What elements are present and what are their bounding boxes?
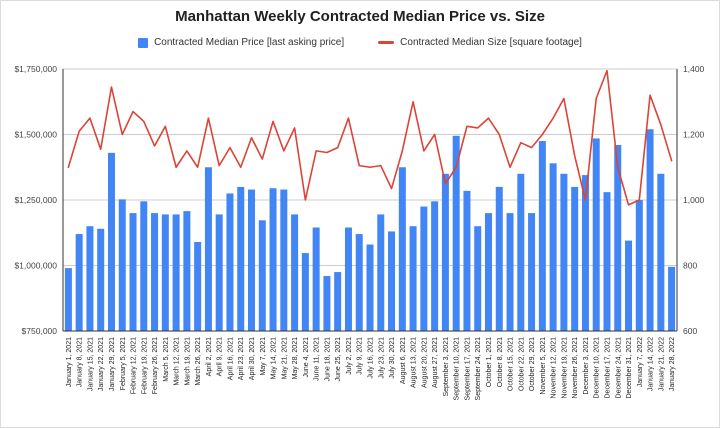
- svg-text:December 24, 2021: December 24, 2021: [615, 337, 622, 399]
- svg-text:August 13, 2021: August 13, 2021: [411, 337, 418, 388]
- svg-text:November 5, 2021: November 5, 2021: [540, 337, 547, 395]
- svg-text:April 23, 2021: April 23, 2021: [238, 337, 245, 380]
- svg-text:$1,000,000: $1,000,000: [14, 261, 57, 271]
- svg-text:January 8, 2021: January 8, 2021: [77, 337, 84, 387]
- svg-text:December 3, 2021: December 3, 2021: [583, 337, 590, 395]
- svg-text:October 22, 2021: October 22, 2021: [518, 337, 525, 391]
- svg-text:January 21, 2022: January 21, 2022: [658, 337, 665, 391]
- svg-text:July 23, 2021: July 23, 2021: [378, 337, 385, 379]
- x-axis-labels: January 1, 2021 January 8, 2021 January 15…: [66, 337, 676, 401]
- svg-text:December 17, 2021: December 17, 2021: [604, 337, 611, 399]
- svg-text:July 16, 2021: July 16, 2021: [368, 337, 375, 379]
- svg-text:February 19, 2021: February 19, 2021: [141, 337, 148, 394]
- svg-text:June 11, 2021: June 11, 2021: [314, 337, 321, 381]
- svg-text:September 17, 2021: September 17, 2021: [464, 337, 471, 401]
- svg-text:March 12, 2021: March 12, 2021: [174, 337, 181, 386]
- svg-text:November 19, 2021: November 19, 2021: [561, 337, 568, 399]
- svg-text:December 10, 2021: December 10, 2021: [594, 337, 601, 399]
- svg-text:January 29, 2021: January 29, 2021: [109, 337, 116, 391]
- svg-text:July 2, 2021: July 2, 2021: [346, 337, 353, 375]
- legend-price-label: Contracted Median Price [last asking pri…: [154, 37, 345, 48]
- svg-text:April 16, 2021: April 16, 2021: [227, 337, 234, 380]
- svg-text:$1,250,000: $1,250,000: [14, 195, 57, 205]
- svg-text:June 4, 2021: June 4, 2021: [303, 337, 310, 378]
- svg-text:December 31, 2021: December 31, 2021: [626, 337, 633, 399]
- svg-text:600: 600: [683, 326, 697, 336]
- svg-text:October 8, 2021: October 8, 2021: [497, 337, 504, 387]
- legend-size-label: Contracted Median Size [square footage]: [400, 37, 582, 48]
- axis-lines: [62, 69, 678, 332]
- svg-text:April 30, 2021: April 30, 2021: [249, 337, 256, 380]
- y-axis-left-labels: $750,000 $1,000,000 $1,250,000 $1,500,000 $1…: [14, 64, 57, 336]
- svg-text:January 7, 2022: January 7, 2022: [637, 337, 644, 387]
- svg-text:March 5, 2021: March 5, 2021: [163, 337, 170, 382]
- svg-text:August 20, 2021: August 20, 2021: [421, 337, 428, 388]
- svg-text:$750,000: $750,000: [22, 326, 58, 336]
- svg-text:November 12, 2021: November 12, 2021: [551, 337, 558, 399]
- svg-text:September 3, 2021: September 3, 2021: [443, 337, 450, 397]
- svg-text:August 27, 2021: August 27, 2021: [432, 337, 439, 388]
- svg-text:February 26, 2021: February 26, 2021: [152, 337, 159, 394]
- svg-text:1,400: 1,400: [683, 64, 705, 74]
- svg-text:January 22, 2021: January 22, 2021: [98, 337, 105, 391]
- svg-text:July 9, 2021: July 9, 2021: [357, 337, 364, 375]
- svg-text:November 26, 2021: November 26, 2021: [572, 337, 579, 399]
- svg-text:May 7, 2021: May 7, 2021: [260, 337, 267, 376]
- legend-item-size: Contracted Median Size [square footage]: [378, 37, 582, 48]
- svg-text:1,200: 1,200: [683, 130, 705, 140]
- chart-legend: Contracted Median Price [last asking pri…: [1, 37, 719, 48]
- size-line: [67, 69, 673, 206]
- svg-text:April 9, 2021: April 9, 2021: [217, 337, 224, 376]
- y-axis-right-labels: 600 800 1,000 1,200 1,400: [683, 64, 705, 336]
- chart-title: Manhattan Weekly Contracted Median Price…: [175, 8, 545, 25]
- svg-text:October 29, 2021: October 29, 2021: [529, 337, 536, 391]
- svg-text:January 14, 2022: January 14, 2022: [648, 337, 655, 391]
- svg-text:July 30, 2021: July 30, 2021: [389, 337, 396, 379]
- svg-text:April 2, 2021: April 2, 2021: [206, 337, 213, 376]
- svg-text:May 21, 2021: May 21, 2021: [281, 337, 288, 380]
- size-series-swatch-icon: [378, 41, 395, 44]
- svg-text:1,000: 1,000: [683, 195, 705, 205]
- svg-text:February 5, 2021: February 5, 2021: [120, 337, 127, 390]
- svg-text:$1,500,000: $1,500,000: [14, 130, 57, 140]
- svg-text:October 1, 2021: October 1, 2021: [486, 337, 493, 387]
- svg-text:March 19, 2021: March 19, 2021: [184, 337, 191, 386]
- svg-text:September 24, 2021: September 24, 2021: [475, 337, 482, 401]
- svg-text:June 18, 2021: June 18, 2021: [324, 337, 331, 381]
- price-bars: [64, 129, 676, 331]
- legend-item-price: Contracted Median Price [last asking pri…: [138, 37, 344, 48]
- svg-text:May 14, 2021: May 14, 2021: [271, 337, 278, 380]
- svg-text:January 1, 2021: January 1, 2021: [66, 337, 73, 387]
- svg-text:January 15, 2021: January 15, 2021: [87, 337, 94, 391]
- svg-text:March 26, 2021: March 26, 2021: [195, 337, 202, 386]
- svg-text:February 12, 2021: February 12, 2021: [131, 337, 138, 394]
- svg-text:October 15, 2021: October 15, 2021: [508, 337, 515, 391]
- svg-text:September 10, 2021: September 10, 2021: [454, 337, 461, 401]
- svg-text:January 28, 2022: January 28, 2022: [669, 337, 676, 391]
- svg-text:May 28, 2021: May 28, 2021: [292, 337, 299, 380]
- svg-text:August 6, 2021: August 6, 2021: [400, 337, 407, 384]
- svg-text:June 25, 2021: June 25, 2021: [335, 337, 342, 381]
- svg-text:800: 800: [683, 261, 697, 271]
- price-series-swatch-icon: [138, 37, 149, 48]
- svg-text:$1,750,000: $1,750,000: [14, 64, 57, 74]
